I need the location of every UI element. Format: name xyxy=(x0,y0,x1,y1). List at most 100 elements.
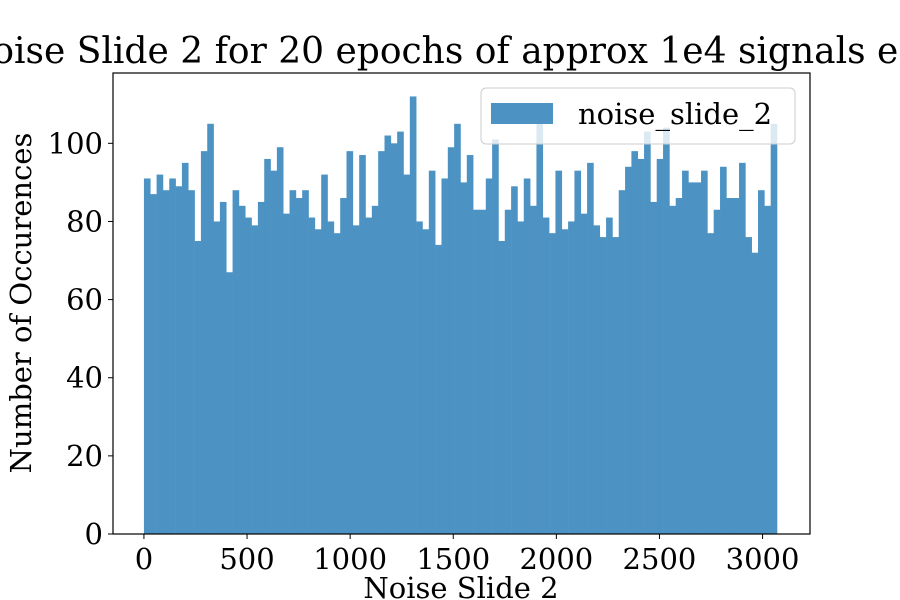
histogram-bar xyxy=(238,205,246,534)
histogram-bar xyxy=(751,252,759,535)
histogram-bar xyxy=(479,209,487,534)
histogram-bar xyxy=(447,147,455,534)
x-axis-label: Noise Slide 2 xyxy=(363,571,558,600)
histogram-bar xyxy=(694,182,702,534)
histogram-bar xyxy=(365,217,373,534)
histogram-bar xyxy=(593,225,601,534)
histogram-bar xyxy=(517,221,525,534)
legend-box xyxy=(480,87,796,145)
histogram-bar xyxy=(675,198,683,534)
histogram-bar xyxy=(333,233,341,534)
histogram-bar xyxy=(428,170,436,534)
histogram-bar xyxy=(599,237,607,534)
histogram-bar xyxy=(156,174,164,534)
histogram-bar xyxy=(422,229,430,534)
histogram-bar xyxy=(384,135,392,534)
histogram-bar xyxy=(251,225,259,534)
histogram-bar xyxy=(454,123,461,534)
histogram-bar xyxy=(542,217,550,534)
histogram-bar xyxy=(606,217,613,534)
histogram-bar xyxy=(587,162,594,534)
x-axis-ticks: 0 500 1000 1500 2000 2500 3000 xyxy=(135,534,800,576)
histogram-bar xyxy=(327,221,335,534)
histogram-bar xyxy=(473,209,480,534)
legend-label: noise_slide_2 xyxy=(578,97,772,132)
histogram-bar xyxy=(770,123,778,534)
histogram-bar xyxy=(688,182,696,534)
histogram-bar xyxy=(397,131,404,535)
histogram-bar xyxy=(289,190,297,535)
histogram-bar xyxy=(371,205,379,534)
y-tick-label: 20 xyxy=(66,439,103,473)
histogram-bar xyxy=(713,209,721,534)
x-tick-label: 0 xyxy=(135,542,153,576)
histogram-bar xyxy=(625,166,632,535)
histogram-bar xyxy=(245,217,252,534)
histogram-bar xyxy=(270,170,278,534)
histogram-bar xyxy=(637,158,645,534)
chart-title: Noise Slide 2 for 20 epochs of approx 1e… xyxy=(0,31,900,72)
histogram-bars xyxy=(143,96,778,535)
x-tick-label: 1000 xyxy=(313,542,387,576)
histogram-bar xyxy=(511,186,518,534)
histogram-bar xyxy=(758,190,765,535)
histogram-bar xyxy=(644,131,651,535)
histogram-bar xyxy=(213,221,221,534)
histogram-bar xyxy=(346,151,354,534)
histogram-bar xyxy=(669,205,677,534)
x-tick-label: 3000 xyxy=(726,542,800,576)
histogram-bar xyxy=(340,198,347,534)
histogram-bar xyxy=(200,151,208,534)
histogram-bar xyxy=(663,127,670,534)
histogram-bar xyxy=(359,155,366,535)
histogram-bar xyxy=(726,198,733,534)
histogram-bar xyxy=(656,158,664,534)
histogram-bar xyxy=(181,162,189,534)
histogram-bar xyxy=(416,221,423,534)
histogram-bar xyxy=(441,178,449,535)
histogram-bar xyxy=(264,158,271,534)
histogram-bar xyxy=(226,272,233,534)
y-tick-label: 0 xyxy=(85,517,103,551)
histogram-bar xyxy=(568,221,575,534)
y-tick-label: 60 xyxy=(66,283,103,317)
plot-frame xyxy=(112,72,811,535)
histogram-bar xyxy=(523,178,531,535)
histogram-bar xyxy=(732,198,740,534)
histogram-bar xyxy=(530,205,537,534)
histogram-bar xyxy=(194,240,202,535)
histogram-bar xyxy=(162,190,170,535)
histogram-bar xyxy=(612,237,620,534)
histogram-bar xyxy=(352,225,360,534)
histogram-bar xyxy=(314,229,322,534)
histogram-bar xyxy=(283,213,290,534)
histogram-bar xyxy=(219,201,227,535)
histogram-bar xyxy=(175,186,183,534)
histogram-bar xyxy=(169,178,176,535)
histogram-bar xyxy=(574,170,582,534)
histogram-bar xyxy=(707,233,714,534)
histogram-bar xyxy=(650,201,658,535)
histogram-bar xyxy=(302,190,309,535)
histogram-bar xyxy=(701,170,708,534)
histogram-bar xyxy=(549,233,556,534)
x-tick-label: 2500 xyxy=(623,542,697,576)
histogram-bar xyxy=(739,162,746,534)
histogram-bar xyxy=(295,198,303,534)
x-tick-label: 2000 xyxy=(519,542,593,576)
histogram-bar xyxy=(276,147,284,534)
y-axis-label: Number of Occurences xyxy=(4,133,38,474)
histogram-bar xyxy=(720,166,727,535)
histogram-bar xyxy=(492,139,499,534)
histogram-bar xyxy=(257,201,265,535)
histogram-bar xyxy=(466,155,474,535)
histogram-bar xyxy=(150,194,157,534)
histogram-bar xyxy=(460,182,468,534)
histogram-bar xyxy=(745,237,752,534)
y-tick-label: 80 xyxy=(66,204,103,238)
histogram-bar xyxy=(536,123,544,534)
histogram-bar xyxy=(555,170,563,534)
histogram-bar xyxy=(498,240,506,535)
histogram-bar xyxy=(308,217,316,534)
